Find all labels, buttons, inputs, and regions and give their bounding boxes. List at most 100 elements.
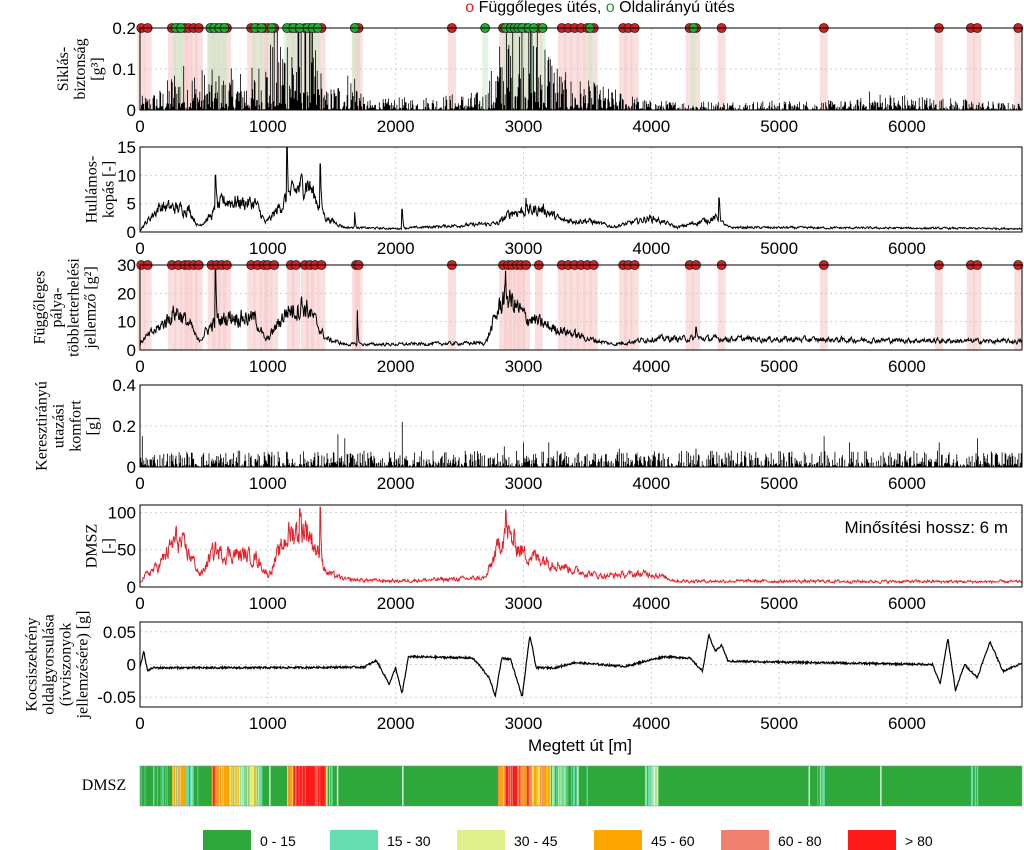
strip-segment <box>291 766 293 806</box>
strip-segment <box>290 766 292 806</box>
strip-segment <box>818 766 820 806</box>
strip-segment <box>508 766 511 806</box>
strip-segment <box>515 766 518 806</box>
strip-segment <box>553 766 555 806</box>
strip-segment <box>297 766 300 806</box>
strip-segment <box>162 766 164 806</box>
y-axis-label-line: DMSZ <box>84 524 101 568</box>
strip-segment <box>231 766 233 806</box>
strip-segment <box>220 766 222 806</box>
strip-segment <box>176 766 178 806</box>
strip-segment <box>549 766 551 806</box>
strip-segment <box>523 766 525 806</box>
strip-segment <box>497 766 500 806</box>
y-axis-label-line: Függőleges <box>32 271 49 345</box>
strip-segment <box>541 766 543 806</box>
strip-segment <box>289 766 291 806</box>
hit-band-lateral <box>511 28 518 110</box>
legend-swatch <box>330 830 378 850</box>
strip-segment <box>237 766 239 806</box>
y-tick-label: 10 <box>117 166 136 185</box>
strip-segment <box>970 766 973 806</box>
x-tick-label: 5000 <box>760 474 798 493</box>
strip-segment <box>232 766 234 806</box>
x-tick-label: 3000 <box>505 474 543 493</box>
y-tick-label: 0.2 <box>112 19 136 38</box>
strip-segment <box>211 766 213 806</box>
strip-segment <box>144 766 146 806</box>
strip-gap <box>880 766 882 806</box>
strip-segment <box>302 766 304 806</box>
strip-segment <box>250 766 253 806</box>
strip-segment <box>216 766 218 806</box>
x-tick-label: 0 <box>135 474 144 493</box>
axes-frame <box>139 504 1023 588</box>
strip-segment <box>173 766 175 806</box>
strip-segment <box>549 766 552 806</box>
strip-segment <box>299 766 301 806</box>
hit-band-vertical <box>184 28 193 110</box>
strip-segment <box>179 766 182 806</box>
strip-segment <box>244 766 246 806</box>
strip-segment <box>559 766 561 806</box>
strip-segment <box>239 766 241 806</box>
strip-segment <box>231 766 233 806</box>
hit-band-vertical <box>564 28 573 110</box>
strip-segment <box>184 766 186 806</box>
hit-band-vertical <box>189 28 198 110</box>
strip-segment <box>146 766 149 806</box>
hit-band-vertical <box>589 265 598 350</box>
strip-segment <box>178 766 180 806</box>
y-axis-label-line: [-] <box>101 538 118 554</box>
strip-segment <box>550 766 552 806</box>
strip-segment <box>175 766 177 806</box>
y-tick-label: 0 <box>127 656 136 675</box>
strip-segment <box>243 766 245 806</box>
strip-segment <box>242 766 244 806</box>
strip-segment <box>314 766 316 806</box>
strip-segment <box>164 766 166 806</box>
strip-segment <box>542 766 544 806</box>
strip-segment <box>190 766 192 806</box>
strip-segment <box>650 766 652 806</box>
strip-segment <box>510 766 512 806</box>
hit-band-lateral <box>216 28 223 110</box>
strip-segment <box>536 766 538 806</box>
strip-segment <box>159 766 162 806</box>
strip-segment <box>528 766 530 806</box>
strip-segment <box>564 766 566 806</box>
series-line <box>139 506 1023 585</box>
hit-band-vertical <box>570 265 579 350</box>
strip-segment <box>149 766 152 806</box>
strip-segment <box>163 766 165 806</box>
y-tick-label: 0 <box>127 101 136 120</box>
hit-band-vertical <box>1014 265 1023 350</box>
legend-label: 30 - 45 <box>514 833 558 849</box>
strip-segment <box>198 766 200 806</box>
strip-segment <box>566 766 568 806</box>
strip-segment <box>820 766 822 806</box>
strip-segment <box>213 766 216 806</box>
strip-segment <box>169 766 171 806</box>
strip-segment <box>972 766 974 806</box>
strip-segment <box>290 766 293 806</box>
strip-segment <box>238 766 240 806</box>
strip-segment <box>508 766 510 806</box>
strip-segment <box>250 766 252 806</box>
hit-band-vertical <box>973 28 982 110</box>
hit-band-vertical <box>819 265 828 350</box>
strip-segment <box>227 766 229 806</box>
strip-segment <box>226 766 228 806</box>
strip-segment <box>314 766 317 806</box>
axes-frame <box>139 146 1023 233</box>
y-tick-label: 0 <box>127 223 136 242</box>
hit-band-vertical <box>583 265 592 350</box>
legend-swatch <box>203 830 251 850</box>
strip-segment <box>821 766 823 806</box>
strip-gap <box>269 766 271 806</box>
strip-segment <box>645 766 647 806</box>
x-tick-label: 5000 <box>760 594 798 613</box>
panel-1: 0 1000 2000 3000 4000 5000 6000 0 0.1 0.2 Siklás-b… <box>55 19 1024 136</box>
y-tick-label: 0.2 <box>112 417 136 436</box>
strip-segment <box>189 766 192 806</box>
